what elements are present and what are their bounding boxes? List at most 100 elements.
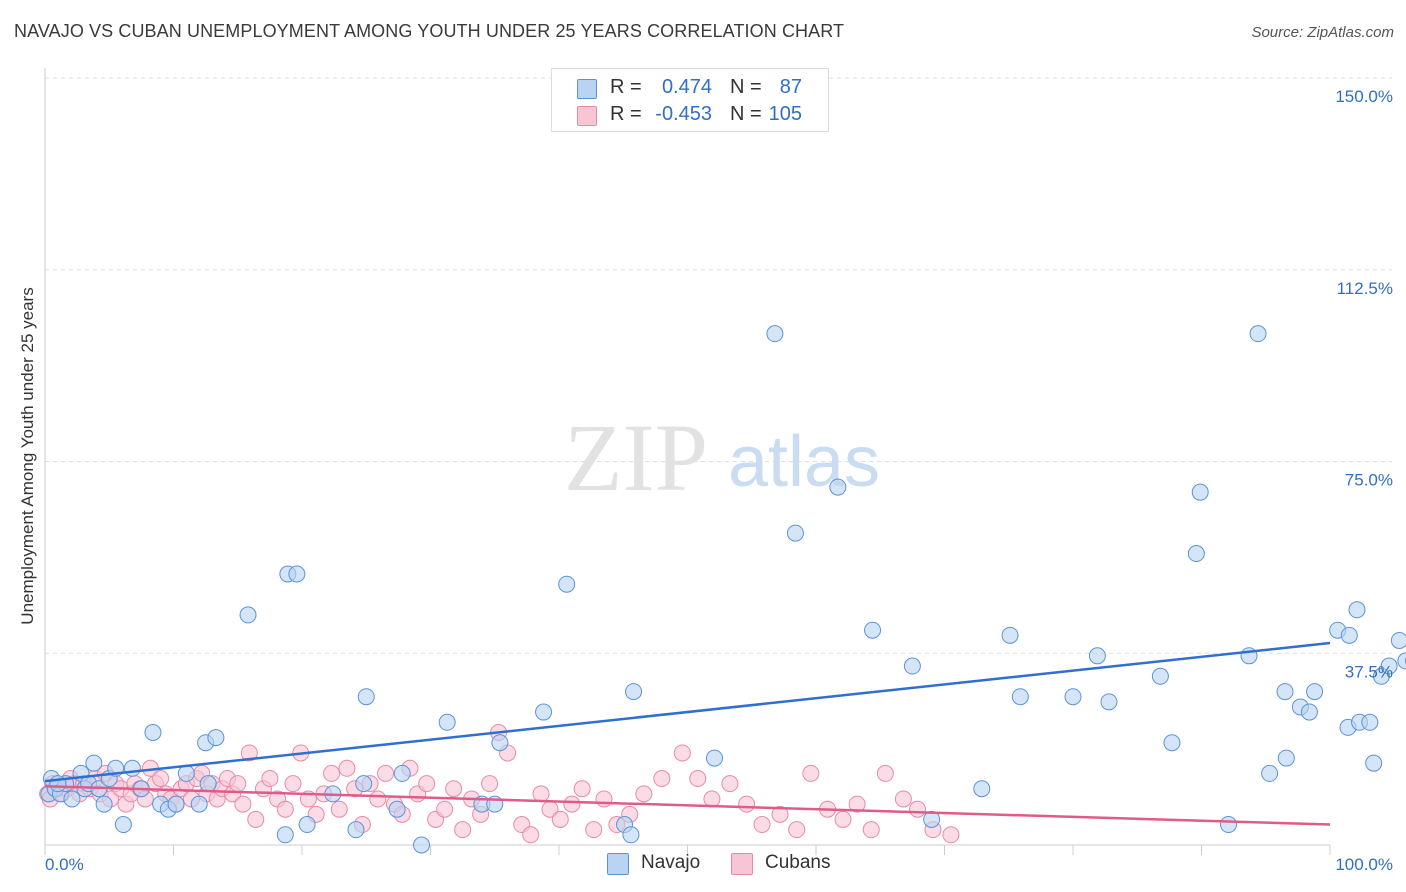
cubans-point [377,764,395,782]
cubans-point [445,780,463,798]
navajo-point [903,657,921,675]
cubans-point [240,744,258,762]
navajo-point [393,764,411,782]
cubans-point [848,795,866,813]
cubans-points [39,724,960,844]
navajo-swatch [577,79,597,99]
y-tick-label: 75.0% [1345,471,1393,490]
navajo-point [1249,325,1267,343]
chart-title: NAVAJO VS CUBAN UNEMPLOYMENT AMONG YOUTH… [14,21,845,41]
cubans-point [771,805,789,823]
trend-lines [44,641,1331,826]
cubans-point [703,790,721,808]
navajo-point [288,565,306,583]
legend-row-navajo: R = 0.474 N = 87 [552,73,828,101]
navajo-point [973,780,991,798]
navajo-point [1277,749,1295,767]
y-tick-label: 112.5% [1337,279,1393,298]
cubans-point [247,810,265,828]
navajo-point [1261,764,1279,782]
cubans-point [653,770,671,788]
navajo-point [766,325,784,343]
navajo-point [1064,688,1082,706]
legend-label-navajo: Navajo [641,852,701,873]
cubans-point [418,775,436,793]
navajo-point [1001,626,1019,644]
cubans-point [721,775,739,793]
navajo-point [276,826,294,844]
cubans-point [894,790,912,808]
navajo-point [1397,652,1406,670]
navajo-point [864,621,882,639]
cubans-point [909,800,927,818]
navajo-point [95,795,113,813]
axes [44,68,1331,855]
cubans-point [689,770,707,788]
cubans-point [551,810,569,828]
source-credit: Source: ZipAtlas.com [1251,24,1394,41]
cubans-point [738,795,756,813]
navajo-point [1163,734,1181,752]
navajo-point [786,524,804,542]
cubans-point [595,790,613,808]
watermark-zip: ZIP [564,404,708,511]
navajo-point [114,816,132,834]
navajo-point [705,749,723,767]
cubans-point [229,775,247,793]
navajo-point [298,816,316,834]
cubans-point [369,790,387,808]
legend-label-cubans: Cubans [765,852,831,873]
navajo-point [167,795,185,813]
navajo-point [535,703,553,721]
navajo-point [144,724,162,742]
watermark: ZIP atlas [564,404,880,511]
n-label: N = [730,103,762,125]
x-tick-label: 100.0% [1335,855,1393,874]
cubans-point [834,810,852,828]
navajo-point [1011,688,1029,706]
navajo-point [388,800,406,818]
navajo-trend-line [44,641,1331,783]
cubans-point [942,826,960,844]
navajo-point [1088,647,1106,665]
navajo-point [347,821,365,839]
navajo-point [190,795,208,813]
r-label: R = [610,76,642,98]
cubans-point [481,775,499,793]
n-value: 87 [779,76,802,98]
navajo-point [177,764,195,782]
cubans-swatch [731,853,753,875]
cubans-point [802,764,820,782]
cubans-point [284,775,302,793]
navajo-point [1187,545,1205,563]
navajo-point [1306,683,1324,701]
navajo-point [413,836,431,854]
watermark-atlas: atlas [728,422,880,502]
navajo-point [1191,483,1209,501]
navajo-point [207,729,225,747]
correlation-legend: R = 0.474 N = 87 R = -0.453 N = 105 [551,68,829,132]
cubans-swatch [577,106,597,126]
navajo-point [622,826,640,844]
cubans-point [585,821,603,839]
navajo-point [558,575,576,593]
y-tick-label: 150.0% [1335,87,1393,106]
cubans-point [522,826,540,844]
navajo-point [438,713,456,731]
navajo-point [1348,601,1366,619]
n-label: N = [730,76,762,98]
cubans-point [454,821,472,839]
cubans-point [338,759,356,777]
cubans-point [323,764,341,782]
navajo-point [239,606,257,624]
navajo-point [1300,703,1318,721]
navajo-point [355,775,373,793]
navajo-point [1380,657,1398,675]
cubans-point [234,795,252,813]
cubans-trend-line [44,784,1331,826]
navajo-swatch [607,853,629,875]
navajo-point [1151,667,1169,685]
cubans-point [788,821,806,839]
cubans-point [330,800,348,818]
